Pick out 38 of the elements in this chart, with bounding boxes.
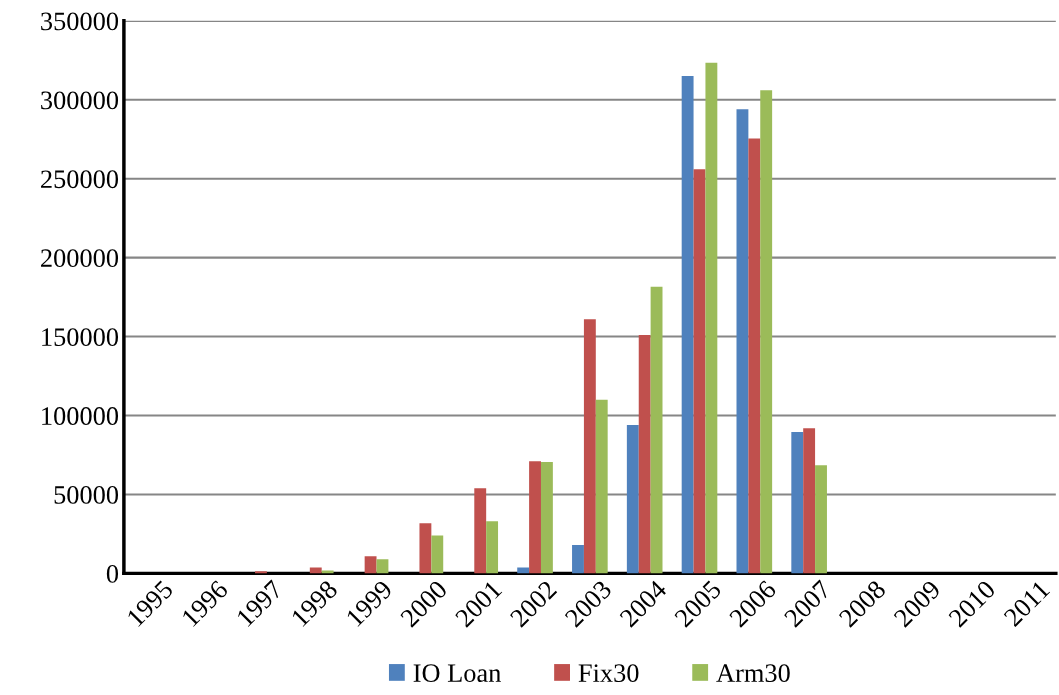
bar: [681, 76, 694, 574]
bar: [693, 169, 706, 574]
bar: [803, 428, 816, 574]
y-tick-label: 200000: [41, 249, 119, 268]
bar: [517, 567, 530, 574]
bar: [572, 544, 584, 574]
bar: [705, 62, 718, 574]
bar: [486, 521, 499, 574]
bar: [529, 461, 541, 574]
bar: [309, 567, 322, 574]
bar: [376, 559, 389, 574]
y-tick-label: 300000: [41, 91, 119, 110]
legend-label: Fix30: [578, 664, 639, 682]
y-tick-label: 350000: [41, 12, 119, 31]
bar: [638, 335, 651, 574]
bar: [760, 90, 773, 574]
legend-label: Arm30: [716, 664, 790, 682]
bar: [736, 109, 749, 574]
bar: [540, 462, 553, 574]
bar: [321, 570, 334, 574]
bar: [748, 138, 761, 574]
bar: [583, 319, 596, 574]
y-tick-label: 50000: [54, 486, 119, 504]
y-tick-label: 0: [106, 564, 119, 583]
bar: [255, 571, 267, 574]
bar: [419, 523, 432, 574]
bar: [650, 286, 663, 574]
bar: [364, 556, 377, 574]
bar: [815, 465, 827, 574]
bar: [474, 488, 487, 574]
y-tick-label: 100000: [42, 407, 119, 425]
bar: [595, 399, 608, 574]
y-tick-label: 250000: [41, 170, 119, 189]
bar: [791, 432, 804, 574]
y-tick-label: 150000: [42, 328, 119, 346]
legend-label: IO Loan: [413, 664, 501, 682]
bar: [626, 424, 639, 574]
bar: [431, 535, 444, 574]
